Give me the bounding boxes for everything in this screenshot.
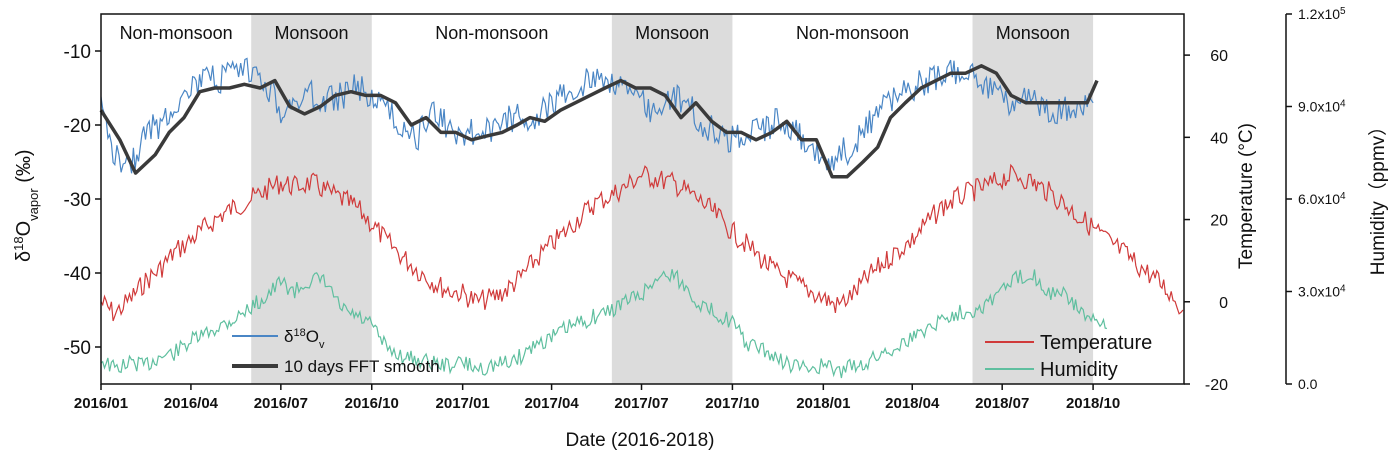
temp-tick-label: 20 [1210,213,1228,230]
x-tick-label: 2018/04 [885,395,940,412]
legend-d18o-main: δ [284,327,293,346]
x-axis-label: Date (2016-2018) [566,430,715,451]
left-tick-label: -50 [64,338,91,359]
temperature-line [100,163,1184,322]
temp-tick-label: 60 [1210,48,1228,65]
temperature-axis-label: Temperature (°C) [1236,123,1257,269]
temp-tick-label: 40 [1210,130,1228,147]
fft-smooth-line [99,64,1099,179]
period-label: Non-monsoon [435,23,548,43]
x-tick-label: 2018/07 [975,395,1029,412]
left-axis-label: δ18Ovapor (‰) [11,149,41,262]
left-tick-label: -40 [64,264,91,285]
humidity-tick-label: 9.0x104 [1298,98,1346,115]
left-axis-label-main: δ [13,251,35,262]
x-tick-label: 2017/04 [524,395,579,412]
left-tick-label: -10 [64,42,91,63]
x-tick-label: 2016/07 [254,395,308,412]
monsoon-shading [251,14,1094,384]
temp-tick-label: -20 [1205,377,1228,394]
legend: δ18Ov 10 days FFT smooth Temperature Hum… [232,327,1152,381]
left-tick-label: -20 [64,116,91,137]
period-label: Non-monsoon [120,23,233,43]
humidity-tick-label: 1.2x105 [1298,6,1346,23]
humidity-tick-label: 6.0x104 [1298,191,1346,208]
legend-d18o-sub: v [319,339,325,351]
x-tick-label: 2018/10 [1066,395,1120,412]
period-label: Non-monsoon [796,23,909,43]
x-tick-label: 2017/10 [705,395,759,412]
humidity-axis-label: Humidity（ppmv） [1367,117,1389,275]
humidity-tick-label: 0.0 [1298,376,1318,392]
period-label: Monsoon [274,23,348,43]
x-tick-label: 2016/04 [164,395,219,412]
temp-tick-label: 0 [1219,295,1228,312]
series-layer [99,57,1184,379]
legend-temperature-label: Temperature [1040,332,1152,354]
left-axis-label-o: O [13,221,35,237]
legend-fft-label: 10 days FFT smooth [284,357,440,376]
legend-d18o-label: δ18Ov [284,327,325,351]
x-tick-label: 2016/01 [74,395,128,412]
x-tick-label: 2018/01 [796,395,850,412]
humidity-tick-label: 3.0x104 [1298,283,1346,300]
x-tick-label: 2017/01 [436,395,490,412]
x-tick-label: 2017/07 [614,395,668,412]
left-axis-label-sub: vapor [26,188,41,221]
period-label: Monsoon [635,23,709,43]
left-axis-label-sup: 18 [11,236,26,250]
left-tick-label: -30 [64,190,91,211]
period-labels: Non-monsoon Monsoon Non-monsoon Monsoon Non-… [120,23,1070,43]
period-label: Monsoon [996,23,1070,43]
legend-d18o-sup: 18 [293,327,305,339]
legend-d18o-o: O [306,327,319,346]
axes: 2016/01 2016/04 2016/07 2016/10 2017/01 2017/… [64,6,1347,413]
left-axis-label-unit: (‰) [13,149,35,188]
d18o-vapor-line [100,57,1094,174]
x-tick-label: 2016/10 [345,395,399,412]
monsoon-band [972,14,1094,384]
monsoon-band [611,14,733,384]
humidity-line [100,269,1108,379]
legend-humidity-label: Humidity [1040,359,1118,381]
